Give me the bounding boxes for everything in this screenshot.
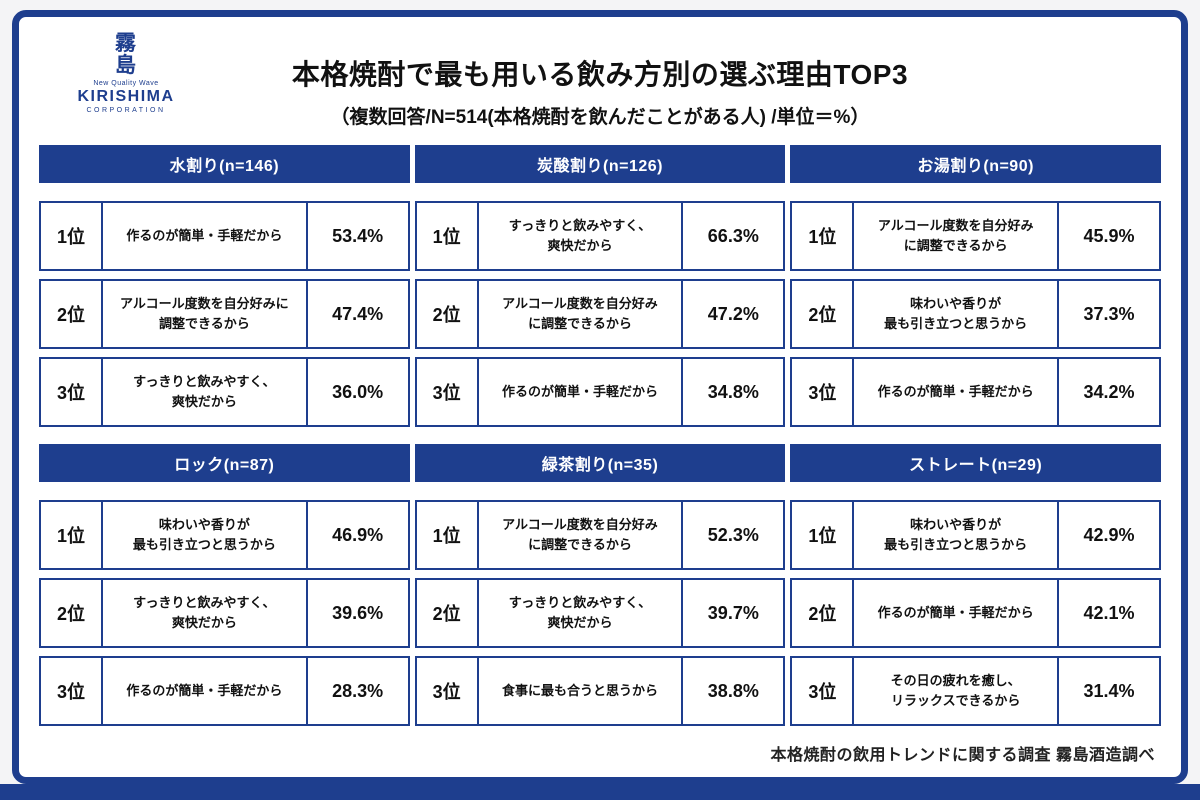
value-cell: 42.9% — [1083, 524, 1135, 545]
rank-row: 2位 すっきりと飲みやすく、 爽快だから 39.6% — [39, 578, 410, 648]
reason-cell: アルコール度数を自分好み に調整できるから — [854, 203, 1059, 269]
rank-cell: 1位 — [417, 502, 479, 568]
reason-cell: 味わいや香りが 最も引き立つと思うから — [103, 502, 308, 568]
value-cell: 42.1% — [1083, 602, 1135, 623]
reason-cell: すっきりと飲みやすく、 爽快だから — [103, 359, 308, 425]
kirishima-logo-mark: 霧 島 — [115, 32, 137, 78]
reason-cell: 作るのが簡単・手軽だから — [103, 203, 308, 269]
source-note: 本格焼酎の飲用トレンドに関する調査 霧島酒造調べ — [770, 747, 1155, 764]
value-cell: 36.0% — [332, 381, 384, 402]
bottom-accent-bar — [0, 784, 1200, 800]
rank-cell: 3位 — [417, 359, 479, 425]
value-cell: 53.4% — [332, 225, 384, 246]
reason-cell: すっきりと飲みやすく、 爽快だから — [103, 580, 308, 646]
value-cell: 28.3% — [332, 680, 384, 701]
rank-row: 1位 味わいや香りが 最も引き立つと思うから 46.9% — [39, 500, 410, 570]
rank-cell: 2位 — [792, 281, 855, 347]
group-header: 炭酸割り(n=126) — [414, 145, 786, 183]
group-header: お湯割り(n=90) — [790, 145, 1161, 183]
value-cell: 37.3% — [1083, 303, 1135, 324]
rank-row: 1位 作るのが簡単・手軽だから 53.4% — [39, 201, 410, 271]
rank-cell: 3位 — [41, 359, 103, 425]
rank-cell: 3位 — [41, 658, 103, 724]
infographic-frame: 霧 島 New Quality Wave KIRISHIMA CORPORATI… — [12, 10, 1188, 784]
rank-cell: 1位 — [417, 203, 479, 269]
rank-cell: 1位 — [792, 203, 855, 269]
reason-cell: 味わいや香りが 最も引き立つと思うから — [854, 281, 1059, 347]
rank-cell: 1位 — [41, 502, 103, 568]
value-cell: 31.4% — [1083, 680, 1135, 701]
reason-cell: アルコール度数を自分好み に調整できるから — [479, 281, 684, 347]
value-cell: 34.8% — [707, 381, 759, 402]
rank-row: 3位 食事に最も合うと思うから 38.8% — [414, 656, 786, 726]
rank-row: 3位 作るのが簡単・手軽だから 28.3% — [39, 656, 410, 726]
rank-row: 3位 その日の疲れを癒し、 リラックスできるから 31.4% — [790, 656, 1161, 726]
rank-cell: 3位 — [792, 658, 855, 724]
logo-tagline: New Quality Wave — [93, 80, 159, 88]
value-cell: 45.9% — [1083, 225, 1135, 246]
rank-cell: 2位 — [41, 580, 103, 646]
reason-cell: アルコール度数を自分好みに 調整できるから — [103, 281, 308, 347]
value-cell: 38.8% — [707, 680, 759, 701]
group-block: 緑茶割り(n=35) 1位 アルコール度数を自分好み に調整できるから 52.3% 2位… — [414, 444, 786, 726]
value-cell: 66.3% — [707, 225, 759, 246]
group-block: 水割り(n=146) 1位 作るのが簡単・手軽だから 53.4% 2位 アルコール度数を自… — [39, 145, 410, 427]
rank-cell: 2位 — [417, 281, 479, 347]
group-header: ストレート(n=29) — [790, 444, 1161, 482]
rank-row: 3位 作るのが簡単・手軽だから 34.2% — [790, 357, 1161, 427]
reason-cell: アルコール度数を自分好み に調整できるから — [479, 502, 684, 568]
reason-cell: 作るのが簡単・手軽だから — [103, 658, 308, 724]
value-cell: 39.6% — [332, 602, 384, 623]
rank-row: 2位 味わいや香りが 最も引き立つと思うから 37.3% — [790, 279, 1161, 349]
page-title: 本格焼酎で最も用いる飲み方別の選ぶ理由TOP3 — [291, 59, 909, 90]
value-cell: 39.7% — [707, 602, 759, 623]
rank-row: 3位 作るのが簡単・手軽だから 34.8% — [414, 357, 786, 427]
reason-cell: すっきりと飲みやすく、 爽快だから — [479, 580, 684, 646]
group-block: お湯割り(n=90) 1位 アルコール度数を自分好み に調整できるから 45.9% 2位… — [790, 145, 1161, 427]
group-block: ロック(n=87) 1位 味わいや香りが 最も引き立つと思うから 46.9% 2位 すっき… — [39, 444, 410, 726]
reason-cell: 食事に最も合うと思うから — [479, 658, 684, 724]
rank-cell: 2位 — [792, 580, 855, 646]
page-subtitle: （複数回答/N=514(本格焼酎を飲んだことがある人) /単位＝%） — [330, 107, 870, 128]
header: 霧 島 New Quality Wave KIRISHIMA CORPORATI… — [39, 31, 1161, 135]
logo-brand-subtext: CORPORATION — [86, 107, 166, 115]
kirishima-logo: 霧 島 New Quality Wave KIRISHIMA CORPORATI… — [71, 32, 181, 115]
rank-row: 1位 すっきりと飲みやすく、 爽快だから 66.3% — [414, 201, 786, 271]
rank-cell: 1位 — [792, 502, 855, 568]
value-cell: 47.4% — [332, 303, 384, 324]
rank-cell: 2位 — [417, 580, 479, 646]
reason-cell: その日の疲れを癒し、 リラックスできるから — [854, 658, 1059, 724]
rank-cell: 2位 — [41, 281, 103, 347]
rank-row: 2位 アルコール度数を自分好みに 調整できるから 47.4% — [39, 279, 410, 349]
group-block: ストレート(n=29) 1位 味わいや香りが 最も引き立つと思うから 42.9% 2位作… — [790, 444, 1161, 726]
value-cell: 46.9% — [332, 524, 384, 545]
rank-row: 2位 作るのが簡単・手軽だから 42.1% — [790, 578, 1161, 648]
logo-brand-text: KIRISHIMA — [77, 88, 175, 106]
rank-row: 3位 すっきりと飲みやすく、 爽快だから 36.0% — [39, 357, 410, 427]
rank-row: 1位 アルコール度数を自分好み に調整できるから 52.3% — [414, 500, 786, 570]
rank-cell: 3位 — [792, 359, 855, 425]
rank-cell: 3位 — [417, 658, 479, 724]
reason-cell: 味わいや香りが 最も引き立つと思うから — [854, 502, 1059, 568]
rank-row: 1位 アルコール度数を自分好み に調整できるから 45.9% — [790, 201, 1161, 271]
reason-cell: 作るのが簡単・手軽だから — [479, 359, 684, 425]
rank-cell: 1位 — [41, 203, 103, 269]
value-cell: 34.2% — [1083, 381, 1135, 402]
value-cell: 47.2% — [707, 303, 759, 324]
value-cell: 52.3% — [707, 524, 759, 545]
group-header: 水割り(n=146) — [39, 145, 410, 183]
group-header: ロック(n=87) — [39, 444, 410, 482]
reason-cell: 作るのが簡単・手軽だから — [854, 359, 1059, 425]
reason-cell: すっきりと飲みやすく、 爽快だから — [479, 203, 684, 269]
tables-grid: 水割り(n=146) 1位 作るのが簡単・手軽だから 53.4% 2位 アルコール度数を自… — [39, 145, 1161, 726]
reason-cell: 作るのが簡単・手軽だから — [854, 580, 1059, 646]
group-header: 緑茶割り(n=35) — [414, 444, 786, 482]
group-block: 炭酸割り(n=126) 1位 すっきりと飲みやすく、 爽快だから 66.3% 2位 アルコ… — [414, 145, 786, 427]
rank-row: 1位 味わいや香りが 最も引き立つと思うから 42.9% — [790, 500, 1161, 570]
rank-row: 2位 すっきりと飲みやすく、 爽快だから 39.7% — [414, 578, 786, 648]
rank-row: 2位 アルコール度数を自分好み に調整できるから 47.2% — [414, 279, 786, 349]
